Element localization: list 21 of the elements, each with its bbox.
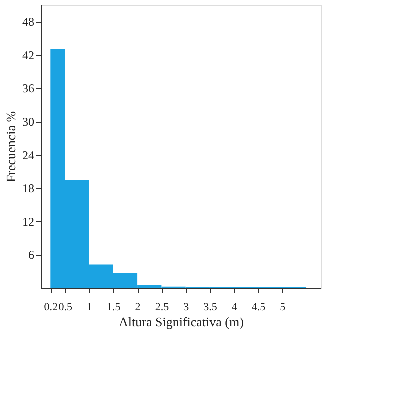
x-tick-label: 0.5 (58, 302, 74, 314)
y-tick-label: 42 (22, 48, 34, 62)
y-tick-label: 18 (22, 182, 34, 196)
x-tick-label: 4 (232, 302, 238, 314)
y-tick-label: 36 (22, 82, 34, 96)
y-tick-label: 48 (22, 15, 34, 30)
y-tick-label: 30 (22, 115, 34, 130)
y-tick-label: 12 (22, 214, 34, 229)
x-axis-title: Altura Significativa (m) (119, 314, 244, 330)
x-tick-label: 2 (135, 302, 141, 314)
x-tick-label: 0.2 (44, 302, 58, 314)
y-tick-label: 6 (28, 248, 34, 262)
x-tick-label: 3 (184, 302, 190, 314)
y-tick-label: 24 (22, 148, 34, 162)
y-axis-title: Frecuencia % (4, 111, 18, 183)
x-tick-label: 1.5 (107, 302, 122, 314)
x-tick-label: 2.5 (155, 302, 170, 314)
x-tick-label: 3.5 (204, 302, 218, 314)
x-tick-label: 1 (87, 302, 93, 314)
x-tick-label: 4.5 (252, 302, 266, 314)
x-tick-label: 5 (280, 302, 286, 314)
